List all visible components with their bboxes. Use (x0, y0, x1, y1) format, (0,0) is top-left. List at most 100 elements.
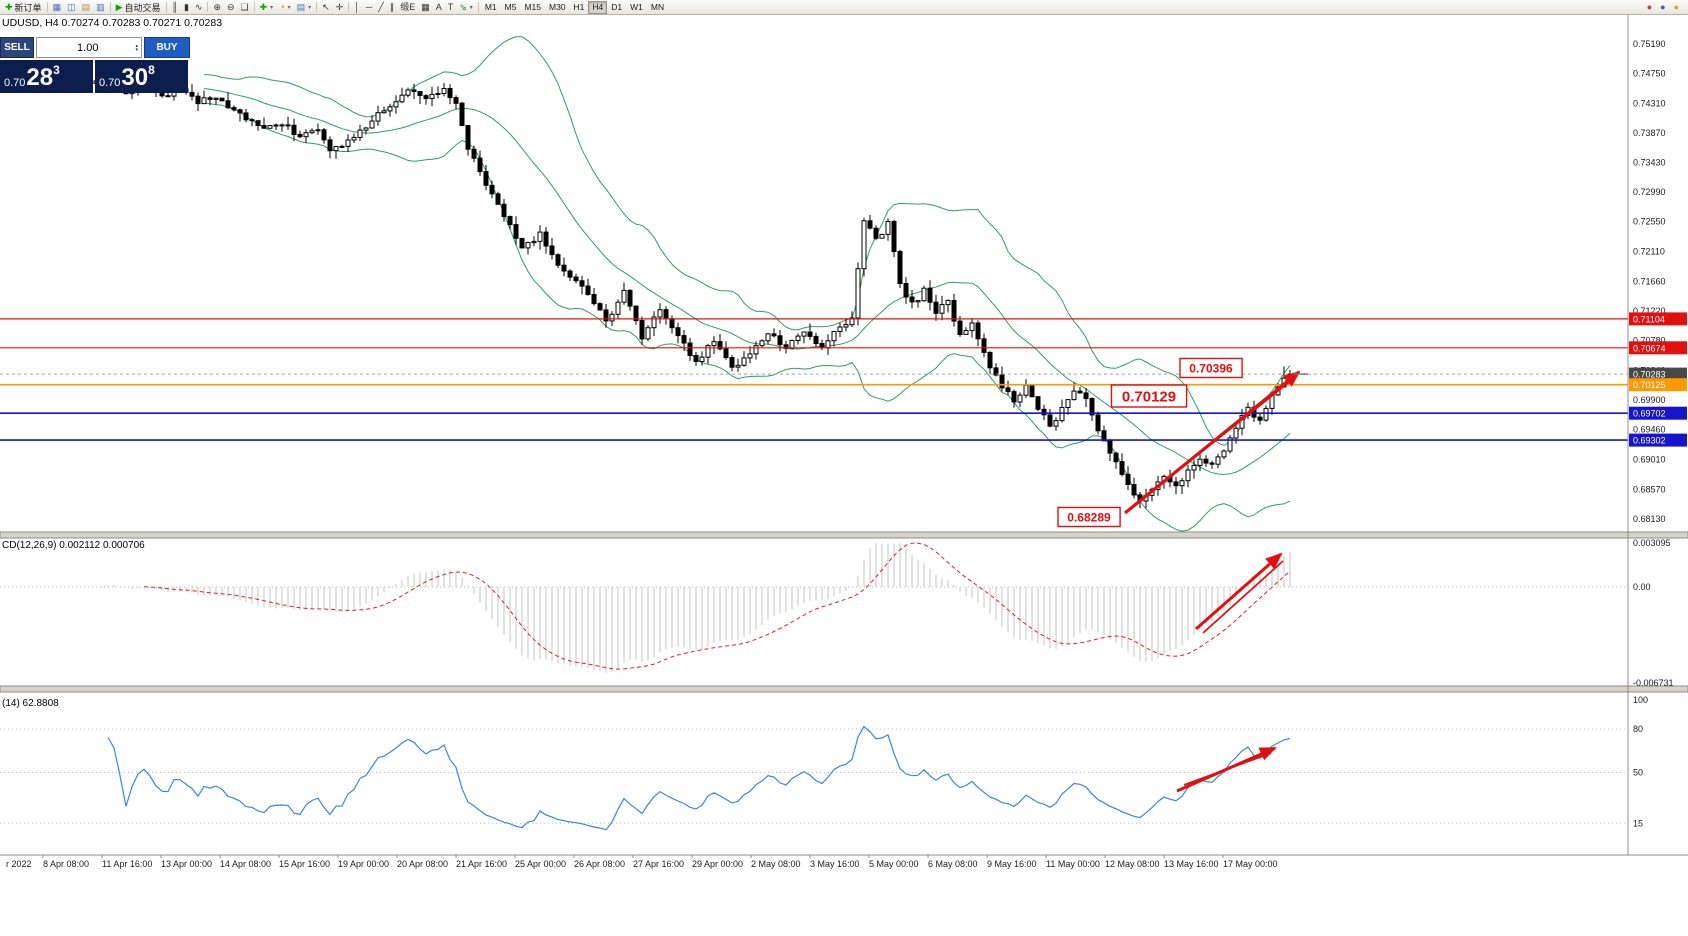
auto-trading-button[interactable]: ▶ 自动交易 (113, 1, 164, 14)
candlesticks (87, 72, 1293, 509)
svg-text:0.69900: 0.69900 (1633, 395, 1666, 405)
add-indicator-button[interactable]: ✚ ▾ (257, 1, 277, 14)
shapes-button[interactable]: ▦ (418, 1, 433, 14)
svg-text:15: 15 (1633, 818, 1643, 828)
caret-down-icon: ▾ (287, 4, 291, 11)
buy-price-big: 30 (121, 64, 149, 91)
text-label-button[interactable]: T (445, 1, 457, 14)
svg-text:27 Apr 16:00: 27 Apr 16:00 (633, 859, 684, 869)
arrows-button[interactable]: ⇘ ▾ (456, 1, 476, 14)
timeframe-mn-button[interactable]: MN (647, 1, 668, 14)
svg-text:0.73870: 0.73870 (1633, 128, 1666, 138)
cursor-icon: ↖ (322, 1, 330, 12)
timeframe-w1-button[interactable]: W1 (626, 1, 647, 14)
toolbar-separator (253, 2, 255, 12)
zoom-out-icon: ⊖ (227, 1, 235, 12)
trendline-button[interactable]: ╱ (375, 1, 386, 14)
market-watch-icon[interactable]: ▦ (50, 1, 65, 14)
zoom-out-icon[interactable]: ⊖ (224, 1, 238, 14)
sell-price-big: 28 (26, 64, 54, 91)
cursor-button[interactable]: ↖ (319, 1, 333, 14)
sell-button[interactable]: SELL (0, 37, 34, 58)
caret-down-icon: ▾ (308, 4, 312, 11)
bar-chart-icon: ║ (171, 1, 178, 12)
notification-blue-icon: ● (1660, 1, 1666, 12)
svg-text:13 May 16:00: 13 May 16:00 (1164, 859, 1219, 869)
timeframe-d1-button[interactable]: D1 (607, 1, 626, 14)
timeframe-h4-button[interactable]: H4 (588, 0, 608, 14)
toolbar-separator (207, 2, 209, 12)
svg-text:0.70125: 0.70125 (1633, 380, 1666, 390)
time-axis[interactable]: r 2022 8 Apr 08:00 11 Apr 16:00 13 Apr 00:0… (0, 854, 1688, 869)
bar-chart-icon[interactable]: ║ (169, 1, 181, 14)
zoom-in-icon[interactable]: ⊕ (210, 1, 224, 14)
templates-button[interactable]: ▤ ▾ (294, 1, 315, 14)
stepper-down-icon[interactable]: ▾ (135, 46, 138, 53)
svg-text:0.74310: 0.74310 (1633, 98, 1666, 108)
svg-text:15 Apr 16:00: 15 Apr 16:00 (279, 859, 330, 869)
trend-arrows[interactable] (1123, 370, 1308, 793)
notification-blue-icon[interactable]: ● (1657, 1, 1668, 14)
objects-button[interactable]: ◔ ▾ (276, 1, 293, 14)
svg-text:0.70674: 0.70674 (1633, 343, 1666, 353)
svg-text:0.68570: 0.68570 (1633, 484, 1666, 494)
line-chart-icon[interactable]: ∿ (192, 1, 206, 14)
market-watch-icon: ▦ (52, 1, 62, 12)
stepper-up-icon[interactable]: ▴ (135, 42, 138, 49)
navigator-icon[interactable]: ▤ (79, 1, 94, 14)
crosshair-icon: ✛ (335, 1, 344, 12)
text-button[interactable]: A (433, 1, 445, 14)
sell-price-display[interactable]: 0.70 28 3 (0, 60, 93, 93)
volume-value[interactable]: 1.00 (77, 41, 99, 54)
svg-text:26 Apr 08:00: 26 Apr 08:00 (574, 859, 625, 869)
fibonacci-icon: 缎E (400, 1, 416, 12)
horizontal-lines[interactable] (0, 318, 1628, 441)
candlestick-chart-icon[interactable]: ▮ (181, 1, 192, 14)
macd-panel (0, 542, 1628, 673)
navigator-icon: ▤ (81, 1, 91, 12)
timeframe-m30-button[interactable]: M30 (545, 1, 570, 14)
terminal-icon[interactable]: ▥ (93, 1, 108, 14)
timeframe-h1-button[interactable]: H1 (570, 1, 589, 14)
timeframe-m15-button[interactable]: M15 (520, 1, 545, 14)
vertical-line-button[interactable]: │ (351, 1, 363, 14)
zoom-in-icon: ⊕ (213, 1, 221, 12)
caret-down-icon: ▾ (270, 4, 274, 11)
timeframe-m1-button[interactable]: M1 (481, 1, 501, 14)
volume-stepper[interactable]: ▴ ▾ (135, 42, 138, 53)
data-window-icon[interactable]: ◫ (64, 1, 79, 14)
channel-icon: ∥ (389, 1, 395, 12)
svg-text:12 May 08:00: 12 May 08:00 (1105, 859, 1160, 869)
svg-text:0.71104: 0.71104 (1633, 314, 1665, 324)
macd-indicator-label: CD(12,26,9) 0.002112 0.000706 (2, 540, 145, 551)
horizontal-line-button[interactable]: ─ (363, 1, 375, 14)
timeframe-m5-button[interactable]: M5 (501, 1, 521, 14)
crosshair-button[interactable]: ✛ (333, 1, 347, 14)
notification-red-icon[interactable]: ● (1644, 1, 1655, 14)
toolbar-separator (348, 2, 350, 12)
svg-text:-0.006731: -0.006731 (1633, 678, 1674, 688)
toolbar: ✚ 新订单 ▦ ◫ ▤ ▥ ▶ 自动交易 ║ ▮ ∿ ⊕ ⊖ ❏ ✚ ▾ ◔ ▾ ▤ ▾ ↖ ✛ │ ─ ╱ ∥ 缎E ▦ A T ⇘ ▾ M1… (0, 0, 1688, 15)
svg-text:0.003095: 0.003095 (1633, 538, 1671, 548)
notification-yellow-icon[interactable]: ● (1671, 1, 1682, 14)
tile-windows-icon: ❏ (240, 1, 249, 12)
svg-text:0.74750: 0.74750 (1633, 69, 1666, 79)
toolbar-right-icons: ● ● ● (1644, 1, 1686, 14)
tile-windows-icon[interactable]: ❏ (238, 1, 252, 14)
horizontal-line-icon: ─ (365, 1, 373, 12)
annotations[interactable]: 0.70396 0.70129 0.68289 (1057, 357, 1243, 528)
svg-text:21 Apr 16:00: 21 Apr 16:00 (456, 859, 507, 869)
volume-field[interactable]: 1.00 ▴ ▾ (36, 37, 142, 58)
channel-button[interactable]: ∥ (387, 1, 398, 14)
svg-text:r 2022: r 2022 (6, 859, 32, 869)
new-order-button[interactable]: ✚ 新订单 (2, 1, 45, 14)
fibonacci-button[interactable]: 缎E (397, 1, 418, 14)
buy-price-display[interactable]: 0.70 30 8 (95, 60, 188, 93)
price-axis[interactable]: 0.75190 0.74750 0.74310 0.73870 0.73430 0.729… (1627, 15, 1687, 855)
buy-button[interactable]: BUY (144, 37, 190, 58)
text-label-icon: T (447, 1, 454, 12)
svg-text:0.69702: 0.69702 (1633, 409, 1666, 419)
templates-icon: ▤ (296, 1, 306, 12)
svg-text:0.72550: 0.72550 (1633, 217, 1666, 227)
